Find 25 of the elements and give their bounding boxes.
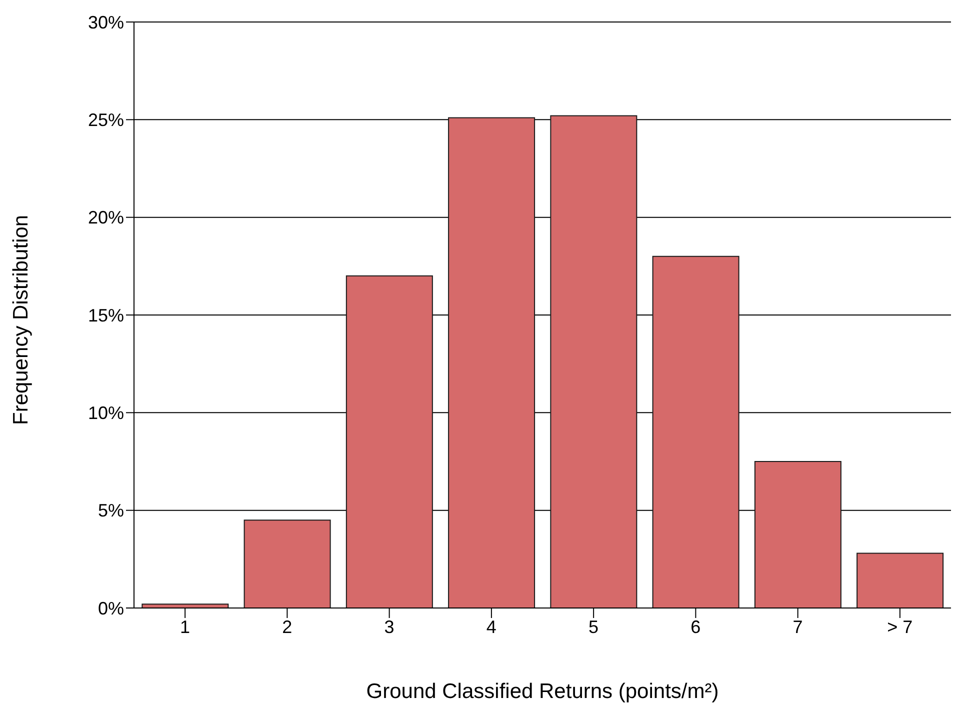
x-tick-label: 7 bbox=[792, 616, 803, 637]
x-tick-label: 4 bbox=[486, 616, 496, 637]
y-tick-label: 10% bbox=[88, 403, 124, 424]
bar bbox=[652, 256, 740, 608]
x-tick-label: 1 bbox=[180, 616, 190, 637]
bar bbox=[244, 520, 331, 608]
bar bbox=[856, 552, 944, 608]
bar bbox=[448, 117, 536, 608]
x-tick-label: 5 bbox=[588, 616, 599, 637]
x-tick-label: 2 bbox=[282, 616, 292, 637]
y-tick-label: 25% bbox=[88, 110, 124, 130]
bar bbox=[346, 275, 433, 608]
bar bbox=[142, 604, 229, 608]
y-tick-label: 20% bbox=[88, 208, 124, 228]
y-tick-label: 0% bbox=[98, 598, 124, 618]
x-tick-label: > 7 bbox=[887, 616, 913, 637]
x-axis-title: Ground Classified Returns (points/m²) bbox=[366, 680, 719, 703]
y-tick-label: 30% bbox=[88, 12, 124, 32]
y-tick-label: 5% bbox=[98, 500, 124, 521]
bar bbox=[754, 461, 842, 608]
bar bbox=[550, 115, 638, 608]
x-tick-label: 3 bbox=[384, 616, 394, 637]
y-tick-label: 15% bbox=[88, 305, 124, 326]
y-axis-title: Frequency Distribution bbox=[9, 214, 32, 425]
x-tick-label: 6 bbox=[690, 616, 701, 637]
